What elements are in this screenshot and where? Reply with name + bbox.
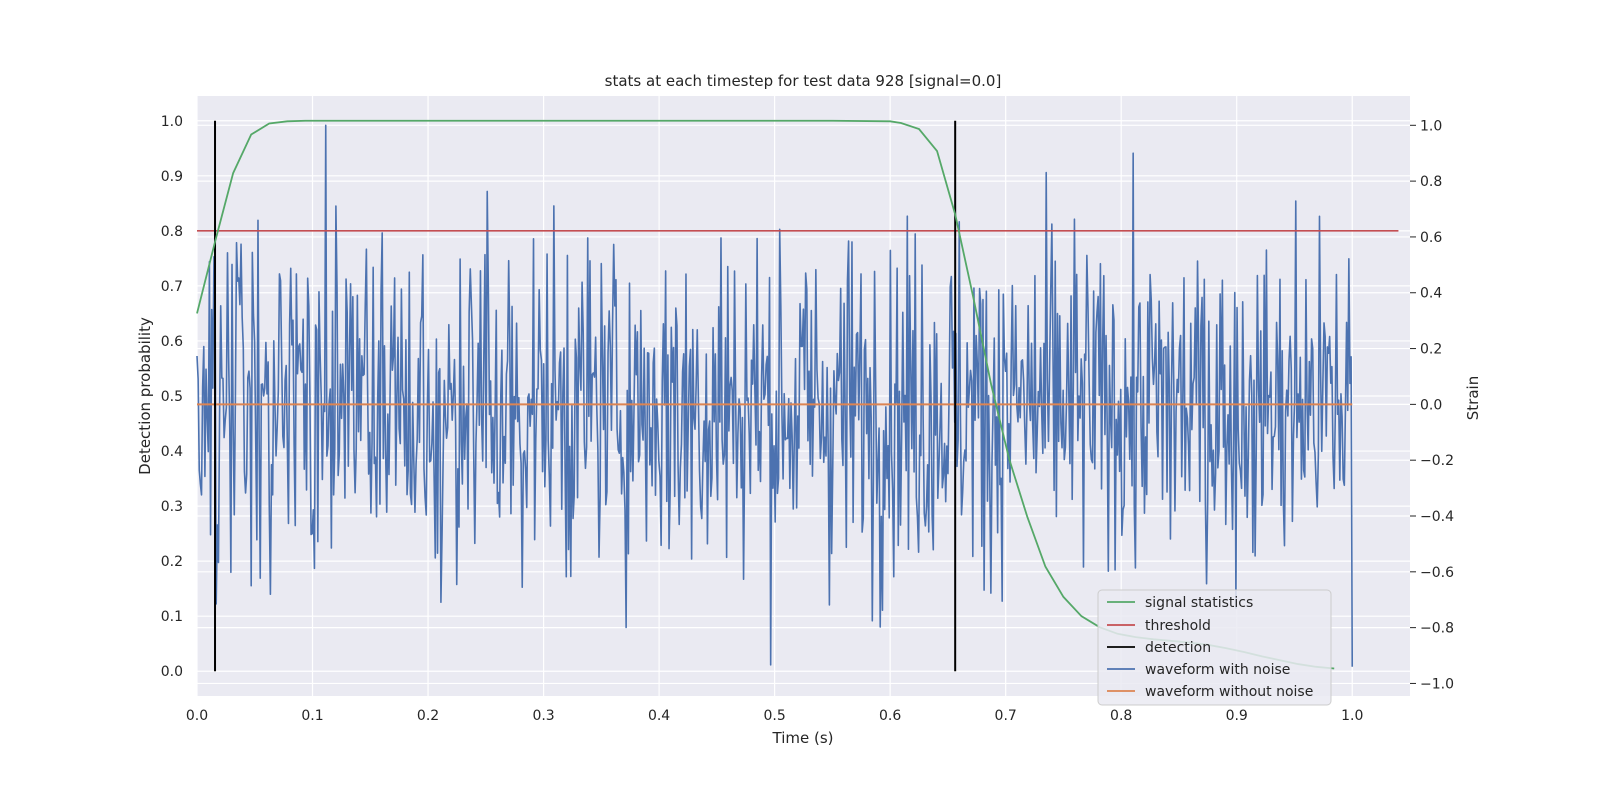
y2-tick-label: 1.0	[1420, 118, 1442, 134]
x-tick-label: 0.3	[532, 708, 554, 724]
y2-tick-label: 0.0	[1420, 397, 1442, 413]
legend-box	[1097, 589, 1332, 706]
legend-label-signal: signal statistics	[1145, 595, 1253, 611]
y2-tick-label: 0.6	[1420, 230, 1442, 246]
legend-label-detection: detection	[1145, 640, 1211, 656]
y-tick-label: 1.0	[161, 114, 183, 130]
y2-tick-label: −0.8	[1420, 621, 1454, 637]
y2-tick-label: 0.8	[1420, 174, 1442, 190]
x-tick-label: 0.4	[648, 708, 670, 724]
y-tick-label: 0.6	[161, 334, 183, 350]
plot-lines	[196, 119, 1399, 672]
y2-tick-label: −1.0	[1420, 676, 1454, 692]
y2-tick-label: −0.4	[1420, 509, 1454, 525]
x-axis-label: Time (s)	[772, 729, 834, 747]
y2-axis-label: Strain	[1464, 376, 1482, 420]
y-tick-label: 0.8	[161, 224, 183, 240]
x-tick-label: 0.9	[1226, 708, 1248, 724]
series-waveform-with-noise	[196, 124, 1354, 667]
y2-tick-label: 0.2	[1420, 342, 1442, 358]
x-tick-label: 0.0	[186, 708, 208, 724]
chart-title: stats at each timestep for test data 928…	[605, 72, 1002, 90]
y-tick-label: 0.7	[161, 279, 183, 295]
y-tick-label: 0.4	[161, 444, 183, 460]
y-tick-label: 0.9	[161, 169, 183, 185]
x-tick-label: 0.6	[879, 708, 901, 724]
x-tick-label: 0.8	[1110, 708, 1132, 724]
y2-tick-label: −0.6	[1420, 565, 1454, 581]
y2-tick-label: −0.2	[1420, 453, 1454, 469]
y2-ticks: −1.0 −0.8 −0.6 −0.4 −0.2 0.0 0.2 0.4 0.6 0.8 1.0	[1410, 118, 1454, 692]
x-tick-label: 0.7	[995, 708, 1017, 724]
x-tick-label: 0.5	[763, 708, 785, 724]
y2-tick-label: 0.4	[1420, 286, 1442, 302]
y-tick-label: 0.0	[161, 664, 183, 680]
y-axis-label: Detection probability	[136, 317, 154, 475]
y-tick-label: 0.1	[161, 609, 183, 625]
x-tick-label: 0.2	[417, 708, 439, 724]
y-tick-label: 0.3	[161, 499, 183, 515]
x-tick-label: 0.1	[301, 708, 323, 724]
legend-label-noisy: waveform with noise	[1145, 662, 1290, 678]
x-tick-label: 1.0	[1341, 708, 1363, 724]
y-tick-label: 0.5	[161, 389, 183, 405]
legend-label-threshold: threshold	[1145, 618, 1211, 634]
y-tick-label: 0.2	[161, 554, 183, 570]
x-ticks: 0.0 0.1 0.2 0.3 0.4 0.5 0.6 0.7 0.8 0.9 1.0	[186, 708, 1364, 724]
legend: signal statistics threshold detection wa…	[1097, 589, 1332, 706]
y-ticks: 0.0 0.1 0.2 0.3 0.4 0.5 0.6 0.7 0.8 0.9 1.0	[161, 114, 183, 680]
legend-label-clean: waveform without noise	[1145, 684, 1313, 700]
